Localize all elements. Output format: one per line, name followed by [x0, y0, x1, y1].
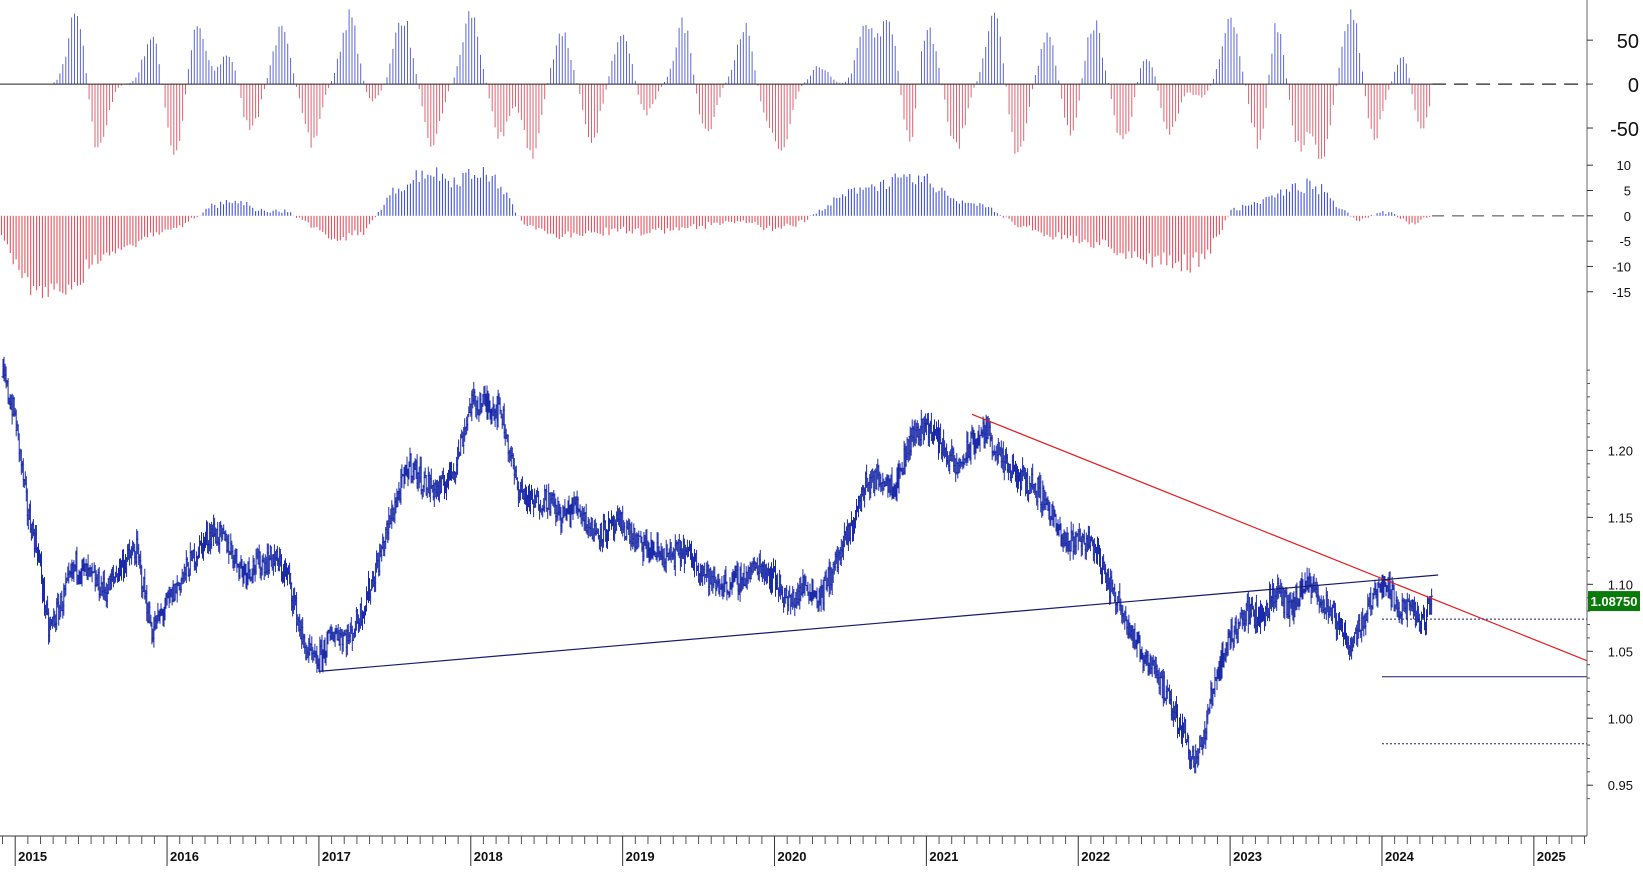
- chart-canvas: 500-501050-5-10-151.201.151.101.051.000.…: [0, 0, 1643, 868]
